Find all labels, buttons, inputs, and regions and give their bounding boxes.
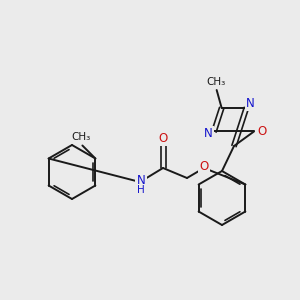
Text: N: N <box>246 97 255 110</box>
Text: N: N <box>204 127 212 140</box>
Text: O: O <box>158 131 168 145</box>
Text: H: H <box>137 185 145 195</box>
Text: N: N <box>136 173 146 187</box>
Text: O: O <box>200 160 208 173</box>
Text: CH₃: CH₃ <box>72 133 91 142</box>
Text: O: O <box>257 125 267 138</box>
Text: CH₃: CH₃ <box>206 77 225 87</box>
